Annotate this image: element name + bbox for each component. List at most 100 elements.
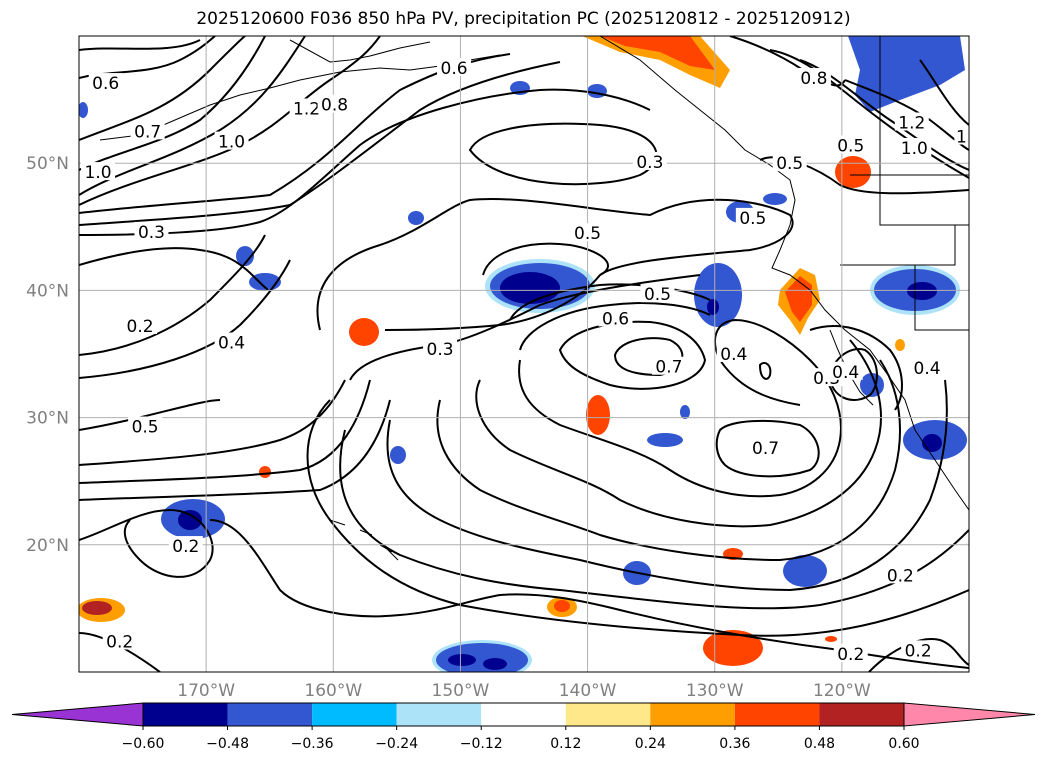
contour-label-halo — [437, 57, 472, 76]
precip-blob-positive — [825, 636, 837, 642]
y-tick-label: 50°N — [26, 154, 69, 174]
contour-label-halo — [897, 137, 932, 156]
contour-label-halo — [735, 207, 770, 226]
precip-blob-positive — [349, 318, 379, 346]
contour-label: 0.5 — [574, 224, 601, 244]
contour-label: 0.2 — [887, 566, 914, 586]
contour-label-halo — [828, 361, 863, 380]
colorbar-extend-high — [903, 702, 1036, 727]
contour-label: 1.2 — [898, 113, 925, 133]
contour-label: 0.5 — [644, 285, 671, 305]
contour-label: 0.7 — [655, 358, 682, 378]
precip-blob-negative — [694, 263, 742, 327]
contour-label-halo — [168, 536, 203, 555]
x-tick-label: 170°W — [177, 681, 235, 701]
precip-blob-negative — [707, 299, 719, 315]
pv-contours — [79, 36, 969, 672]
colorbar-segment — [734, 703, 820, 726]
contour-label: 1.2 — [293, 100, 320, 120]
colorbar-frame — [142, 702, 905, 727]
colorbar-tick-label: 0.24 — [635, 736, 666, 752]
border-line — [879, 36, 969, 226]
precip-blob-positive — [703, 630, 763, 666]
contour-label-halo — [833, 644, 868, 663]
contour-label-halo — [102, 631, 137, 650]
contour-label: 0.4 — [720, 345, 747, 365]
contour-label: 0.8 — [321, 96, 348, 116]
contour-label-halo — [796, 67, 831, 86]
contour-label: 0.2 — [172, 537, 199, 557]
contour-label-halo — [901, 640, 936, 659]
contour-label: 0.2 — [106, 632, 133, 652]
x-tick-label: 130°W — [686, 681, 744, 701]
precip-blob-negative — [448, 654, 476, 666]
contour-label: 0.5 — [837, 136, 864, 156]
map-background — [79, 36, 969, 672]
contour-label-halo — [123, 316, 158, 335]
precip-blob-positive — [259, 466, 271, 478]
contour-label-halo — [214, 131, 249, 150]
contour-label: 0.4 — [914, 359, 941, 379]
contour-label-halo — [748, 438, 783, 457]
precip-blob-negative — [763, 193, 787, 205]
precip-blob-negative — [783, 555, 827, 587]
precip-blob-negative — [500, 272, 560, 304]
contour-label-halo — [214, 332, 249, 351]
map-frame — [78, 35, 970, 673]
y-tick-label: 30°N — [26, 409, 69, 429]
colorbar-tick-label: 0.60 — [888, 736, 919, 752]
contour-label-halo — [632, 151, 667, 170]
contour-label: 0.4 — [832, 363, 859, 383]
contour-label-halo — [128, 416, 163, 435]
precip-blob-positive — [785, 276, 812, 322]
contour-label: 1.0 — [901, 139, 928, 159]
contour-label-halo — [130, 121, 165, 140]
precip-blob-negative — [483, 658, 507, 670]
contour-label-halo — [833, 135, 868, 154]
contour-label: 1 — [956, 127, 967, 147]
colorbar-tick-label: −0.24 — [375, 736, 418, 752]
contour-label: 0.5 — [132, 418, 159, 438]
precip-blob-negative — [390, 446, 406, 464]
y-tick-label: 40°N — [26, 281, 69, 301]
contour-label: 0.5 — [739, 209, 766, 229]
colorbar-segment — [819, 703, 904, 726]
x-tick-label: 120°W — [813, 681, 871, 701]
colorbar-segment — [481, 703, 566, 726]
colorbar-segment — [312, 703, 397, 726]
colorbar — [11, 702, 1036, 727]
precip-blob-positive — [554, 600, 570, 612]
contour-label-halo — [651, 356, 686, 375]
y-tick-label: 20°N — [26, 536, 69, 556]
precip-blob-positive — [835, 156, 871, 188]
precip-blob-negative — [647, 433, 683, 447]
colorbar-tick-label: 0.48 — [804, 736, 835, 752]
colorbar-tick-label: −0.48 — [206, 736, 249, 752]
contour-label: 0.5 — [776, 154, 803, 174]
contour-label-halo — [317, 94, 352, 113]
precip-blob-positive — [586, 395, 610, 435]
contour-label-halo — [716, 344, 751, 362]
x-tick-label: 140°W — [559, 681, 617, 701]
contour-label: 0.2 — [127, 317, 154, 337]
contour-label-halo — [134, 221, 169, 240]
contour-labels: 0.60.71.01.01.2 0.80.60.30.20.40.50.30.50… — [81, 57, 969, 665]
contour-label: 0.2 — [905, 641, 932, 661]
contour-label: 1.0 — [85, 163, 112, 183]
contour-label-halo — [81, 162, 116, 181]
x-tick-label: 150°W — [432, 681, 490, 701]
contour-label: 0.4 — [218, 334, 245, 354]
precip-blob-negative — [922, 434, 942, 452]
precip-blob-negative — [680, 405, 690, 419]
colorbar-segment — [650, 703, 735, 726]
contour-label-halo — [598, 308, 633, 327]
contour-label-halo — [772, 153, 807, 172]
precip-blob-negative — [79, 102, 88, 118]
contour-label: 0.3 — [636, 153, 663, 173]
precip-blob-negative — [236, 246, 254, 266]
colorbar-segment — [143, 703, 228, 726]
contour-label: 0.3 — [427, 340, 454, 360]
contour-label-halo — [570, 223, 605, 242]
colorbar-tick-label: −0.60 — [122, 736, 165, 752]
